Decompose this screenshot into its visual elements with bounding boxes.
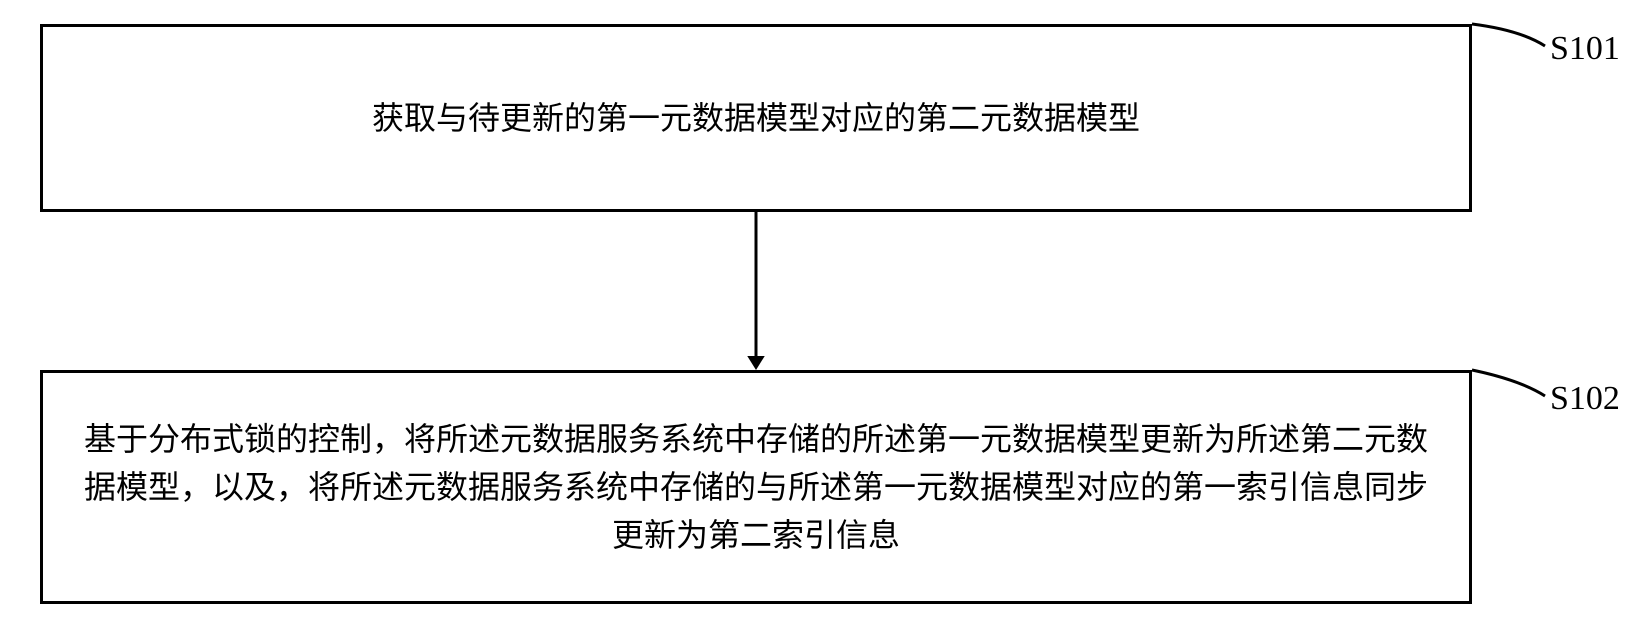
s101-label: S101	[1550, 30, 1620, 68]
s102-box-text: 基于分布式锁的控制，将所述元数据服务系统中存储的所述第一元数据模型更新为所述第二…	[43, 415, 1469, 559]
s102-label: S102	[1550, 380, 1620, 418]
s101-box-text: 获取与待更新的第一元数据模型对应的第二元数据模型	[342, 94, 1170, 142]
s101-leader	[1470, 22, 1547, 48]
s101-box: 获取与待更新的第一元数据模型对应的第二元数据模型	[40, 24, 1472, 212]
s101-to-s102	[736, 212, 776, 370]
s102-box: 基于分布式锁的控制，将所述元数据服务系统中存储的所述第一元数据模型更新为所述第二…	[40, 370, 1472, 604]
s102-leader	[1470, 368, 1547, 398]
